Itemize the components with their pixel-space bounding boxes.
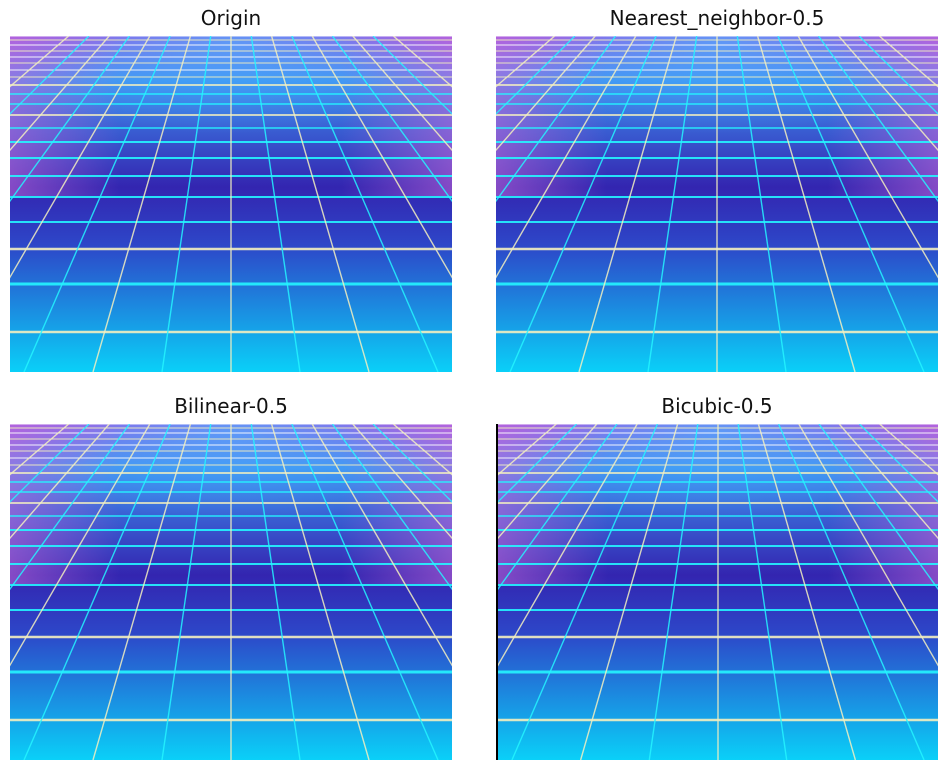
grid-lines bbox=[10, 36, 452, 372]
panel-bilinear: Bilinear-0.5 bbox=[10, 388, 452, 760]
panel-nearest-neighbor: Nearest_neighbor-0.5 bbox=[496, 0, 938, 372]
grid-lines bbox=[496, 36, 938, 372]
panel-title: Bilinear-0.5 bbox=[174, 394, 288, 418]
grid-image-nearest-neighbor bbox=[496, 36, 938, 372]
grid-lines bbox=[498, 424, 938, 760]
grid-image-bilinear bbox=[10, 424, 452, 760]
panel-bicubic: Bicubic-0.5 bbox=[496, 388, 938, 760]
panel-title: Nearest_neighbor-0.5 bbox=[609, 6, 825, 30]
grid-image-bicubic bbox=[496, 424, 938, 760]
grid-image-origin bbox=[10, 36, 452, 372]
panel-title: Bicubic-0.5 bbox=[661, 394, 773, 418]
panel-title: Origin bbox=[200, 6, 262, 30]
panel-origin: Origin bbox=[10, 0, 452, 372]
grid-lines bbox=[10, 424, 452, 760]
